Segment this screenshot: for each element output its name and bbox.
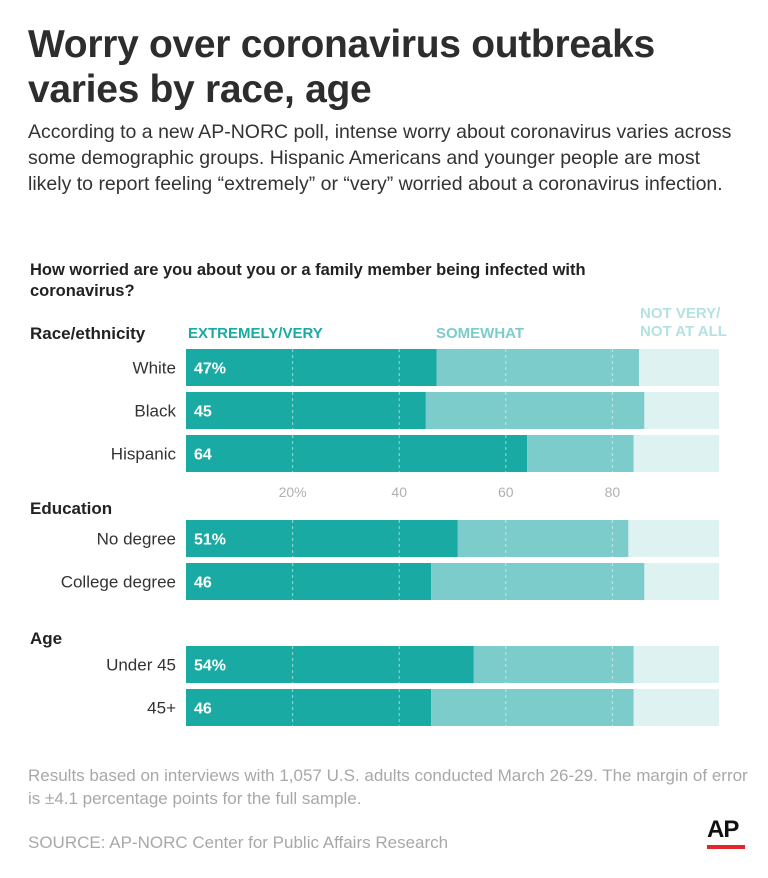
x-tick-label: 20% [279, 484, 307, 500]
bar-segment-extremely [186, 646, 474, 683]
chart-description: According to a new AP-NORC poll, intense… [28, 121, 732, 195]
category-label: No degree [97, 530, 176, 549]
category-label: Under 45 [106, 656, 176, 675]
ap-logo-bar [707, 845, 745, 849]
x-tick-label: 80 [605, 484, 621, 500]
bar-segment-extremely [186, 520, 458, 557]
category-label: Hispanic [111, 445, 177, 464]
legend-somewhat: SOMEWHAT [436, 325, 525, 342]
legend-not-very-line1: NOT VERY/ [640, 305, 721, 322]
bar-segment-somewhat [473, 646, 634, 683]
x-tick-label: 40 [391, 484, 407, 500]
bar-value-label: 46 [194, 701, 212, 718]
bar-value-label: 45 [194, 404, 212, 421]
bar-segment-notvery [644, 563, 719, 600]
x-tick-label: 60 [498, 484, 514, 500]
bar-segment-somewhat [457, 520, 629, 557]
bar-segment-somewhat [527, 435, 634, 472]
group-heading: Age [30, 629, 62, 648]
bar-segment-extremely [186, 349, 437, 386]
survey-question: How worried are you about you or a famil… [30, 261, 586, 300]
source-line: SOURCE: AP-NORC Center for Public Affair… [28, 833, 449, 852]
bar-segment-somewhat [436, 349, 640, 386]
bar-segment-notvery [633, 435, 719, 472]
category-label: 45+ [147, 699, 176, 718]
bar-segment-notvery [633, 646, 719, 683]
category-label: White [133, 359, 176, 378]
methodology-note: Results based on interviews with 1,057 U… [28, 766, 748, 808]
bar-value-label: 47% [194, 361, 226, 378]
stacked-bar-chart: Race/ethnicity White 47% Black 45 Hispanic 64 2… [30, 324, 719, 726]
bar-segment-somewhat [431, 563, 645, 600]
category-label: Black [134, 402, 176, 421]
bar-value-label: 46 [194, 575, 212, 592]
bar-value-label: 64 [194, 447, 212, 464]
bar-segment-notvery [644, 392, 719, 429]
legend-not-very-line2: NOT AT ALL [640, 323, 727, 340]
bar-segment-somewhat [431, 689, 634, 726]
bar-segment-notvery [628, 520, 719, 557]
chart-headline: Worry over coronavirus outbreaks varies … [28, 23, 655, 111]
ap-logo: AP [707, 817, 747, 851]
legend-not-very: NOT VERY/ NOT AT ALL [640, 305, 727, 341]
bar-value-label: 54% [194, 658, 226, 675]
ap-logo-text: AP [707, 816, 739, 843]
category-label: College degree [61, 573, 176, 592]
bar-value-label: 51% [194, 532, 226, 549]
bar-segment-extremely [186, 563, 432, 600]
legend-extremely-very: EXTREMELY/VERY [188, 325, 323, 342]
bar-segment-notvery [633, 689, 719, 726]
bar-segment-extremely [186, 392, 426, 429]
group-heading: Race/ethnicity [30, 324, 146, 343]
group-heading: Education [30, 499, 112, 518]
bar-segment-extremely [186, 435, 528, 472]
bar-segment-extremely [186, 689, 432, 726]
bar-segment-somewhat [425, 392, 645, 429]
bar-segment-notvery [639, 349, 719, 386]
